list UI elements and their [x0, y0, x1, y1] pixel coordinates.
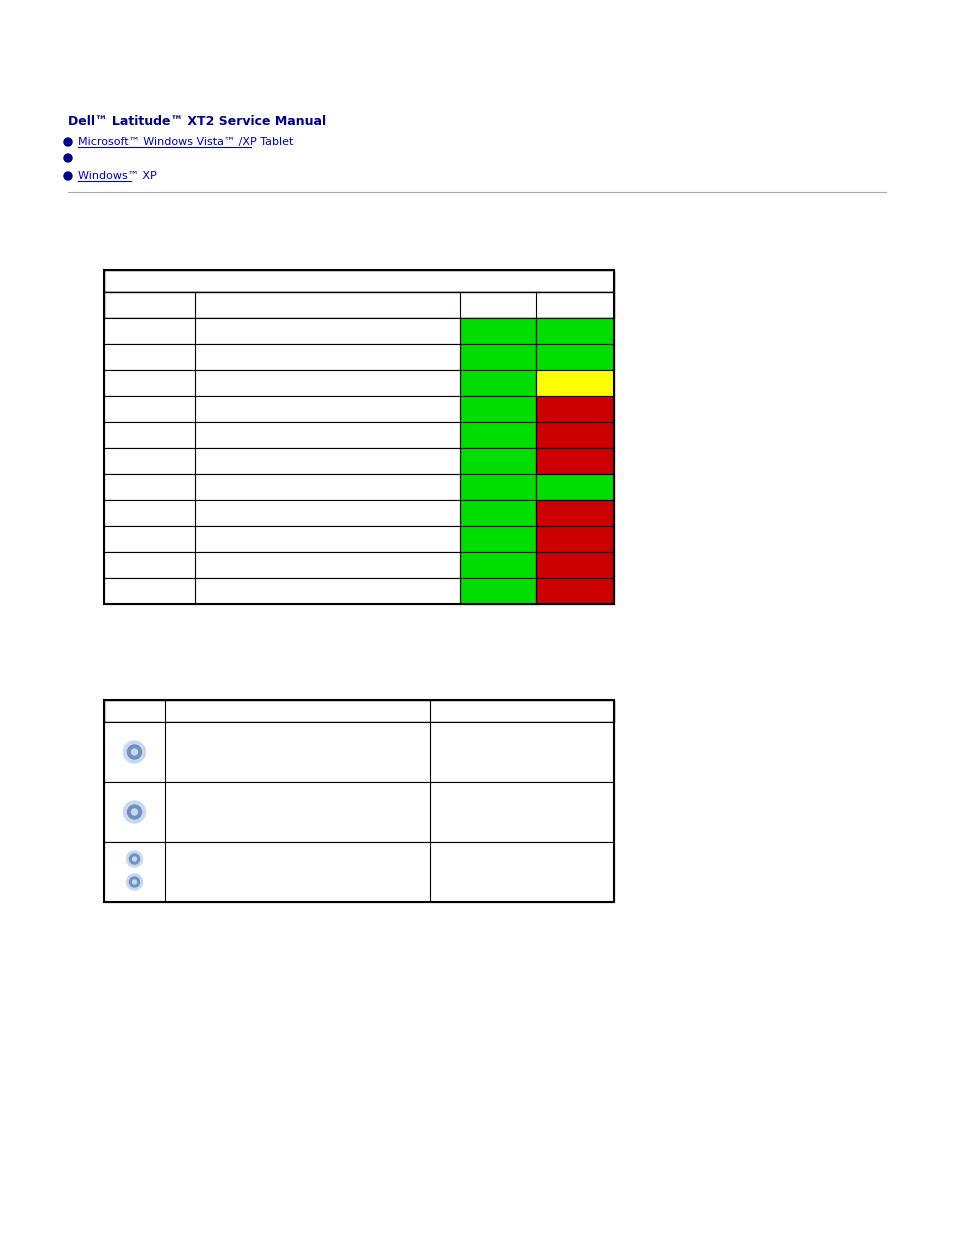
Bar	[459, 474, 536, 500]
Bar	[536, 317, 614, 345]
Bar	[104, 700, 614, 722]
Circle shape	[123, 741, 146, 763]
Bar	[536, 370, 614, 396]
Circle shape	[132, 857, 136, 861]
Circle shape	[128, 745, 141, 760]
Bar	[104, 578, 614, 604]
Text: Windows™ XP: Windows™ XP	[78, 170, 156, 182]
Circle shape	[130, 853, 139, 864]
Circle shape	[127, 874, 142, 890]
Circle shape	[128, 805, 141, 819]
Bar	[104, 345, 614, 370]
Circle shape	[132, 748, 137, 755]
Bar	[104, 317, 614, 345]
Circle shape	[127, 851, 142, 867]
Bar	[459, 370, 536, 396]
Bar	[536, 526, 614, 552]
Bar	[104, 700, 614, 902]
Bar	[104, 842, 614, 902]
Bar	[459, 448, 536, 474]
Bar	[104, 500, 614, 526]
Circle shape	[64, 172, 71, 180]
Circle shape	[132, 881, 136, 884]
Text: Dell™ Latitude™ XT2 Service Manual: Dell™ Latitude™ XT2 Service Manual	[68, 115, 326, 128]
Bar	[536, 345, 614, 370]
Bar	[459, 552, 536, 578]
Bar	[104, 270, 614, 604]
Bar	[459, 422, 536, 448]
Bar	[104, 270, 614, 291]
Bar	[104, 722, 614, 782]
Bar	[104, 448, 614, 474]
Bar	[459, 317, 536, 345]
Bar	[536, 552, 614, 578]
Text: Microsoft™ Windows Vista™ /XP Tablet: Microsoft™ Windows Vista™ /XP Tablet	[78, 137, 294, 147]
Circle shape	[64, 154, 71, 162]
Circle shape	[132, 809, 137, 815]
Bar	[104, 474, 614, 500]
Bar	[104, 370, 614, 396]
Bar	[536, 578, 614, 604]
Bar	[536, 500, 614, 526]
Bar	[459, 345, 536, 370]
Bar	[459, 578, 536, 604]
Bar	[459, 396, 536, 422]
Bar	[459, 526, 536, 552]
Bar	[104, 526, 614, 552]
Bar	[104, 396, 614, 422]
Bar	[459, 500, 536, 526]
Circle shape	[64, 138, 71, 146]
Circle shape	[123, 802, 146, 823]
Bar	[536, 396, 614, 422]
Bar	[536, 422, 614, 448]
Bar	[104, 552, 614, 578]
Bar	[536, 448, 614, 474]
Bar	[104, 422, 614, 448]
Bar	[536, 474, 614, 500]
Circle shape	[130, 877, 139, 887]
Bar	[104, 782, 614, 842]
Bar	[104, 291, 614, 317]
